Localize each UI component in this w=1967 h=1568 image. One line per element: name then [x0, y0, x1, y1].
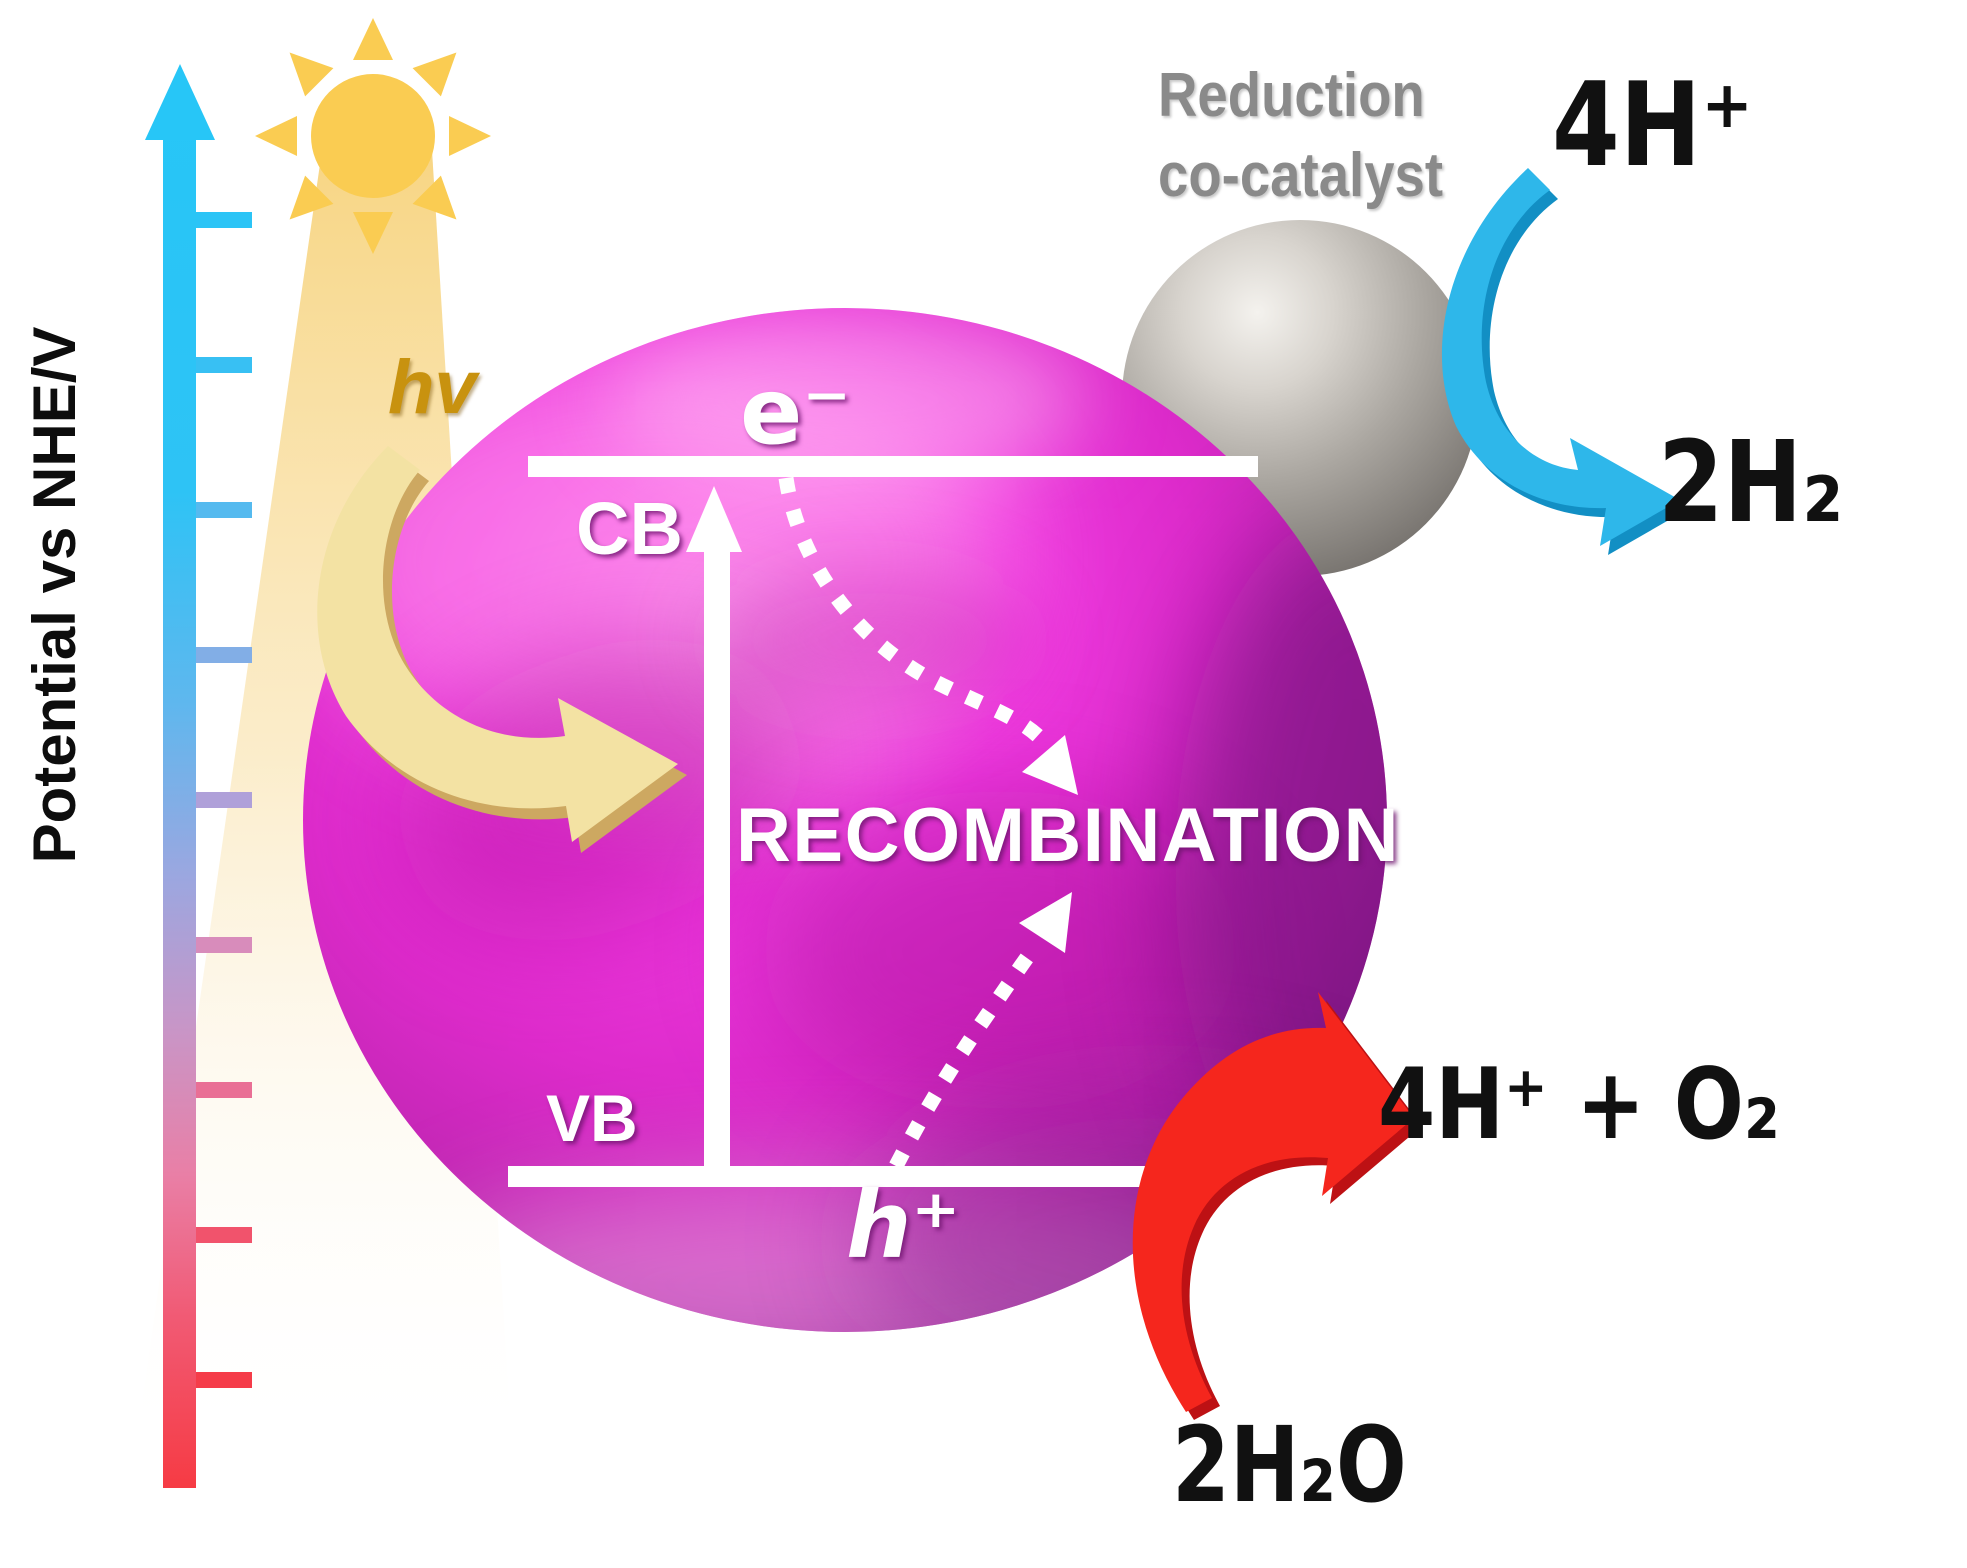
- valence-band-label: VB: [546, 1081, 638, 1155]
- electron-recombination-dashed-arrow: [778, 476, 1078, 795]
- reduction-reactant-label: 4H⁺: [1552, 58, 1753, 193]
- conduction-band-label: CB: [576, 487, 683, 570]
- potential-axis-label: Potential vs NHE/V: [21, 326, 88, 864]
- axis-ticks: [196, 212, 252, 1388]
- oxidation-product-label: 4H⁺ + O₂: [1378, 1048, 1780, 1162]
- reduction-curved-arrow: [1441, 168, 1688, 555]
- cocatalyst-label-line2: co-catalyst: [1158, 141, 1444, 210]
- oxidation-curved-arrow: [1132, 992, 1422, 1420]
- cocatalyst-label: Reduction co-catalyst: [1158, 56, 1443, 216]
- recombination-label: RECOMBINATION: [736, 793, 1401, 878]
- potential-axis: [145, 64, 252, 1488]
- photon-curved-arrow: [317, 446, 687, 853]
- reduction-product-label: 2H₂: [1658, 418, 1844, 548]
- axis-bar: [163, 132, 196, 1488]
- vb-level-line: [508, 1166, 1188, 1187]
- sun-icon: [255, 18, 491, 254]
- hole-label: h⁺: [846, 1172, 961, 1279]
- bandgap-excitation-arrow: [686, 486, 742, 1180]
- oxidation-reactant-label: 2H₂O: [1172, 1404, 1407, 1526]
- cocatalyst-label-line1: Reduction: [1158, 61, 1425, 130]
- hv-photon-label: hv: [388, 345, 477, 430]
- electron-label: e⁻: [740, 358, 851, 465]
- hole-recombination-dashed-arrow: [889, 892, 1072, 1170]
- cb-level-line: [528, 456, 1258, 477]
- axis-arrowhead: [145, 64, 215, 140]
